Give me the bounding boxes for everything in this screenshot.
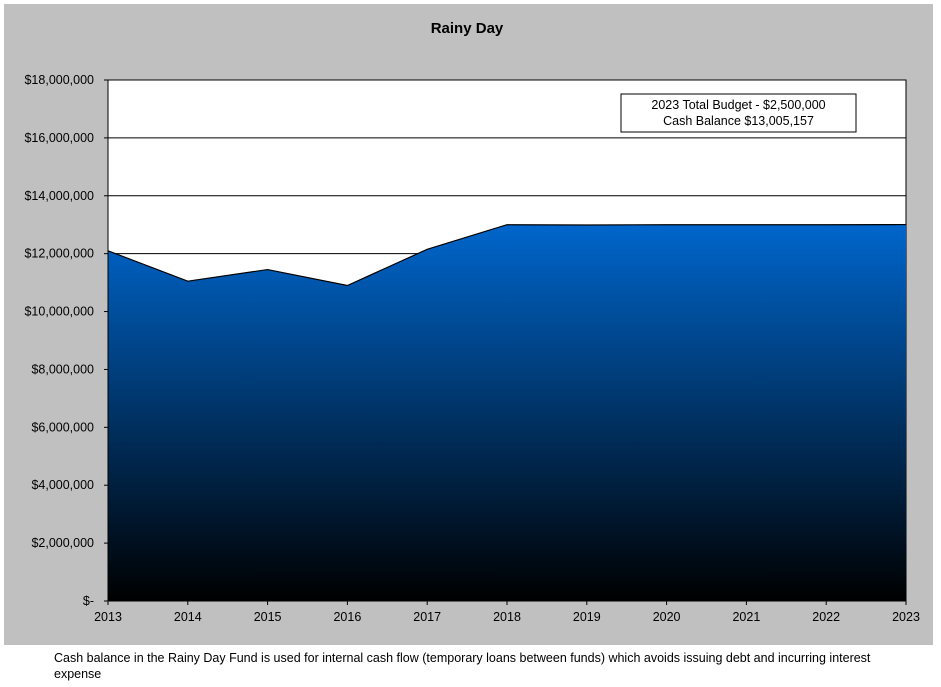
chart-title: Rainy Day <box>431 20 504 37</box>
x-tick-label-2014: 2014 <box>174 610 202 624</box>
y-tick-label-1: $2,000,000 <box>31 536 94 550</box>
y-tick-label-6: $12,000,000 <box>24 247 94 261</box>
y-tick-label-8: $16,000,000 <box>24 131 94 145</box>
x-tick-label-2021: 2021 <box>732 610 760 624</box>
chart-caption: Cash balance in the Rainy Day Fund is us… <box>54 651 871 681</box>
annotation-line2: Cash Balance $13,005,157 <box>663 114 814 128</box>
area-fill <box>108 224 906 602</box>
chart-panel: Rainy Day $- $2,000,000 $4,000,000 $6,000,0… <box>4 4 933 645</box>
x-tick-label-2016: 2016 <box>333 610 361 624</box>
annotation-line1: 2023 Total Budget - $2,500,000 <box>651 98 825 112</box>
y-tick-label-5: $10,000,000 <box>24 305 94 319</box>
y-tick-label-9: $18,000,000 <box>24 73 94 87</box>
y-tick-label-3: $6,000,000 <box>31 420 94 434</box>
x-tick-label-2020: 2020 <box>653 610 681 624</box>
x-tick-label-2019: 2019 <box>573 610 601 624</box>
x-tick-label-2018: 2018 <box>493 610 521 624</box>
x-tick-label-2023: 2023 <box>892 610 920 624</box>
y-tick-label-2: $4,000,000 <box>31 478 94 492</box>
x-tick-label-2015: 2015 <box>254 610 282 624</box>
x-tick-label-2013: 2013 <box>94 610 122 624</box>
area-chart: Rainy Day $- $2,000,000 $4,000,000 $6,000,0… <box>24 20 919 624</box>
x-tick-label-2017: 2017 <box>413 610 441 624</box>
annotation-box <box>620 93 857 133</box>
y-tick-label-0: $- <box>83 594 94 608</box>
area-outline <box>107 223 907 287</box>
y-tick-label-4: $8,000,000 <box>31 362 94 376</box>
axes: $- $2,000,000 $4,000,000 $6,000,000 $8,000,0… <box>24 73 919 624</box>
y-tick-label-7: $14,000,000 <box>24 189 94 203</box>
x-tick-label-2022: 2022 <box>812 610 840 624</box>
annotation: 2023 Total Budget - $2,500,000 Cash Bala… <box>620 93 857 133</box>
area-series <box>107 223 907 602</box>
